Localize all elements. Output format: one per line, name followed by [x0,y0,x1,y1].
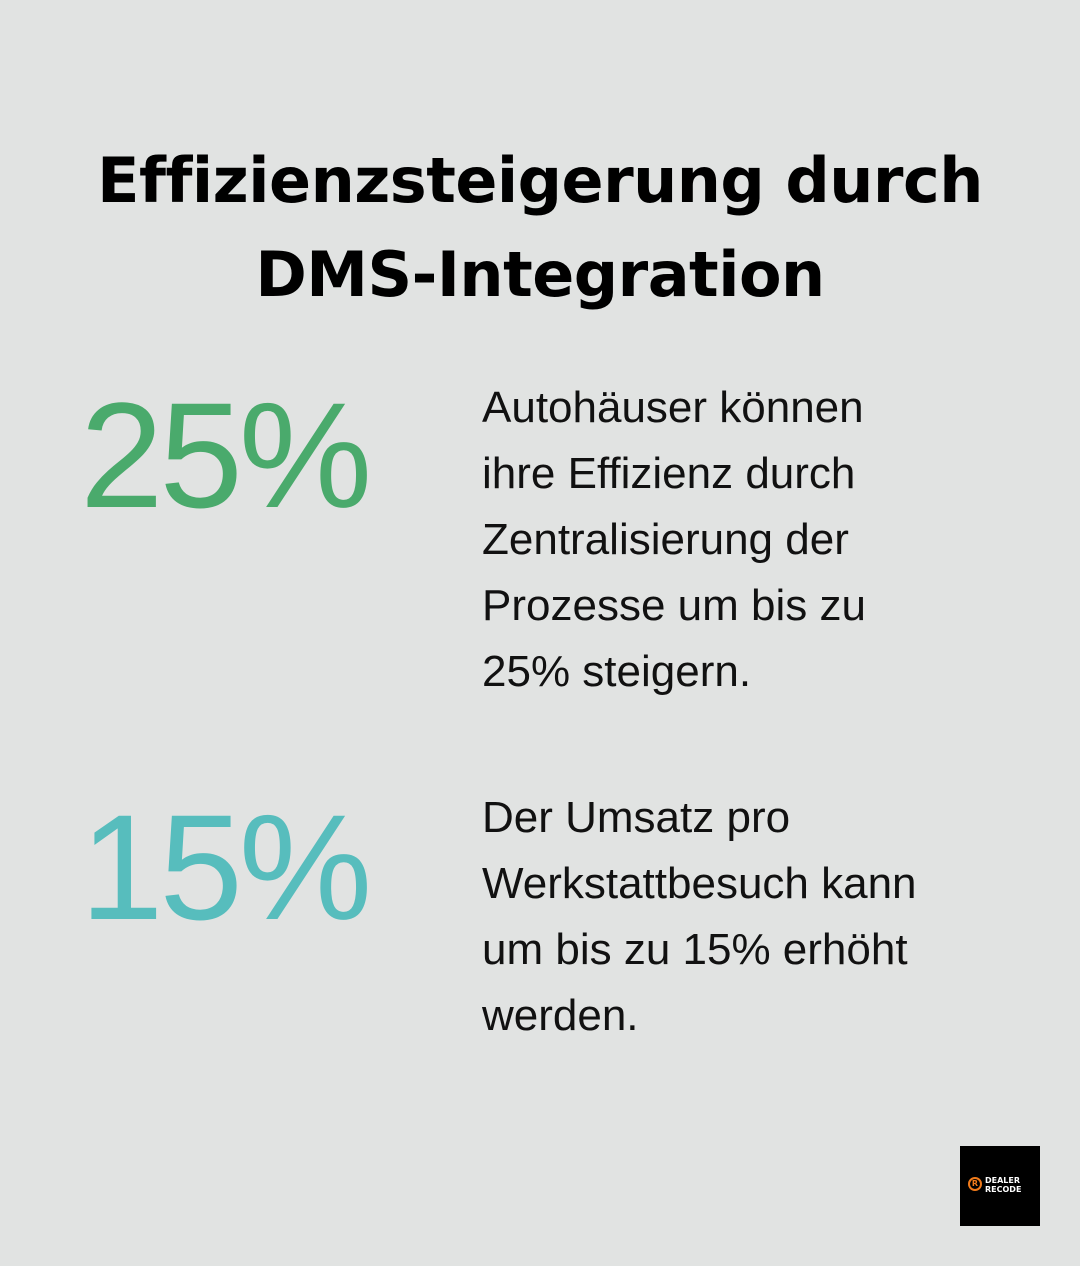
dealer-recode-logo: R DEALER RECODE [960,1146,1040,1226]
logo-line-1: DEALER [985,1176,1021,1185]
stat-description-line: um bis zu 15% erhöht [482,925,908,974]
stat-description-line: ihre Effizienz durch [482,449,856,498]
stat-value-revenue: 15% [80,783,372,951]
page-title: Effizienzsteigerung durch DMS-Integratio… [0,134,1080,322]
stat-description-line: werden. [482,991,639,1040]
logo-r-icon: R [968,1177,982,1191]
stat-description-revenue: Der Umsatz pro Werkstattbesuch kann um b… [482,785,1002,1049]
stat-description-line: Zentralisierung der [482,515,849,564]
logo-line-2: RECODE [985,1185,1022,1194]
stat-description-efficiency: Autohäuser können ihre Effizienz durch Z… [482,375,1002,705]
logo-wordmark: DEALER RECODE [985,1176,1021,1194]
page-title-line-2: DMS-Integration [255,237,825,311]
stat-description-line: 25% steigern. [482,647,752,696]
stat-description-line: Werkstattbesuch kann [482,859,917,908]
stat-description-line: Der Umsatz pro [482,793,791,842]
page-title-line-1: Effizienzsteigerung durch [97,143,983,217]
stat-value-efficiency: 25% [80,371,372,539]
stat-description-line: Prozesse um bis zu [482,581,866,630]
stat-description-line: Autohäuser können [482,383,864,432]
